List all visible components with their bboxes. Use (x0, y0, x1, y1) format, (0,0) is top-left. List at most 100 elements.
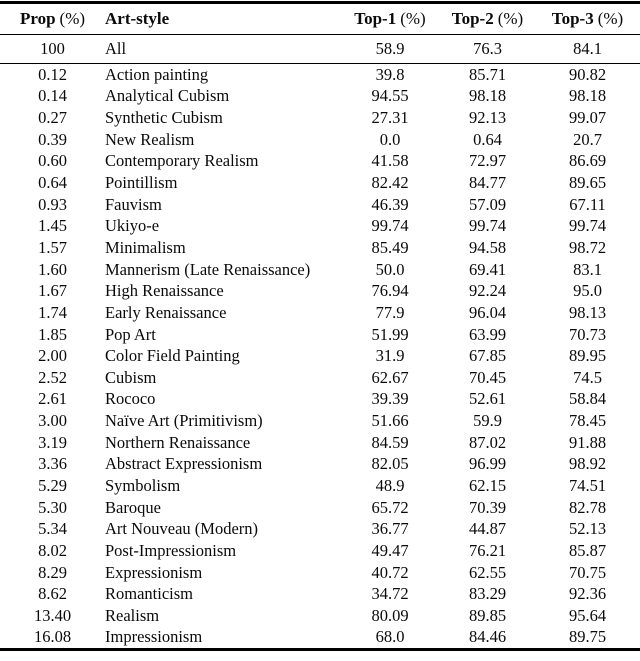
cell-art-style: Expressionism (105, 562, 203, 582)
table-summary-row: 100 All 58.9 76.3 84.1 (0, 34, 640, 64)
table-row: 0.14 Analytical Cubism 94.55 98.18 98.18 (0, 86, 640, 108)
cell-prop: 0.60 (38, 151, 67, 171)
cell-top3: 70.75 (568, 562, 607, 582)
cell-art-style: Post-Impressionism (105, 540, 237, 560)
table-row: 5.29 Symbolism 48.9 62.15 74.51 (0, 475, 640, 497)
cell-top3: 82.78 (568, 497, 607, 517)
cell-art-style: Contemporary Realism (105, 151, 259, 171)
cell-top1: 31.9 (375, 346, 405, 366)
cell-top2: 85.71 (468, 64, 507, 84)
cell-art-style: Symbolism (105, 475, 181, 495)
cell-top3: 86.69 (568, 151, 607, 171)
cell-top3: 98.92 (568, 454, 607, 474)
cell-art-style: Pointillism (105, 173, 178, 193)
cell-prop: 0.27 (38, 108, 67, 128)
cell-art-style: New Realism (105, 129, 195, 149)
cell-top3: 20.7 (573, 129, 602, 149)
header-top2: Top-2 (%) (440, 2, 535, 35)
cell-top3: 89.75 (568, 627, 607, 647)
cell-art-style: Romanticism (105, 584, 193, 604)
cell-top1: 80.09 (371, 605, 409, 625)
cell-prop: 5.30 (38, 497, 67, 517)
cell-art-style: Action painting (105, 64, 209, 84)
header-label: Top-3 (551, 9, 594, 28)
cell-prop: 1.57 (38, 237, 67, 257)
cell-art-style: Synthetic Cubism (105, 108, 223, 128)
cell-prop: 1.85 (38, 324, 67, 344)
cell-top1: 76.94 (371, 281, 409, 301)
cell-top2: 52.61 (468, 389, 507, 409)
cell-prop: 8.29 (38, 562, 67, 582)
cell-top1: 48.9 (375, 475, 405, 495)
cell-top3: 91.88 (568, 432, 607, 452)
cell-top2: 94.58 (468, 237, 507, 257)
cell-top3: 98.72 (568, 237, 607, 257)
cell-top1: 85.49 (371, 237, 409, 257)
header-top1: Top-1 (%) (340, 2, 440, 35)
cell-top3: 95.0 (573, 281, 602, 301)
cell-prop: 0.64 (38, 173, 67, 193)
cell-top1: 94.55 (371, 86, 409, 106)
cell-art-style: High Renaissance (105, 281, 224, 301)
table-row: 2.52 Cubism 62.67 70.45 74.5 (0, 367, 640, 389)
cell-prop: 2.00 (38, 346, 67, 366)
cell-top3: 83.1 (573, 259, 602, 279)
cell-top3: 58.84 (568, 389, 607, 409)
table-header: Prop (%) Art-style Top-1 (%) Top-2 (%) Top-3 (%) (0, 2, 640, 35)
table-row: 8.62 Romanticism 34.72 83.29 92.36 (0, 583, 640, 605)
cell-top2: 57.09 (468, 194, 507, 214)
table-row: 5.34 Art Nouveau (Modern) 36.77 44.87 52.13 (0, 518, 640, 540)
cell-prop: 5.29 (38, 475, 67, 495)
table-summary-section: 100 All 58.9 76.3 84.1 (0, 34, 640, 64)
cell-top1: 36.77 (371, 519, 409, 539)
table-row: 16.08 Impressionism 68.0 84.46 89.75 (0, 627, 640, 650)
cell-prop: 2.61 (38, 389, 67, 409)
cell-prop: 3.00 (38, 411, 67, 431)
cell-top2: 92.13 (468, 108, 507, 128)
cell-top3: 78.45 (568, 411, 607, 431)
table-body-section: 0.12 Action painting 39.8 85.71 90.82 0.14 Ana… (0, 64, 640, 650)
cell-top2: 89.85 (468, 605, 507, 625)
cell-top2: 96.99 (468, 454, 507, 474)
table-row: 3.00 Naïve Art (Primitivism) 51.66 59.9 78.4… (0, 410, 640, 432)
cell-top2: 59.9 (473, 411, 502, 431)
header-label: Top-1 (354, 9, 397, 28)
cell-prop: 0.12 (38, 64, 67, 84)
cell-prop: 16.08 (33, 627, 72, 647)
cell-top1: 50.0 (375, 259, 405, 279)
cell-top2: 44.87 (468, 519, 507, 539)
cell-top2: 72.97 (468, 151, 507, 171)
cell-top1: 51.66 (371, 411, 409, 431)
cell-art-style: Minimalism (105, 237, 186, 257)
cell-art-style: Naïve Art (Primitivism) (105, 411, 263, 431)
cell-top2: 63.99 (468, 324, 507, 344)
cell-top2: 99.74 (468, 216, 507, 236)
cell-top3: 74.51 (568, 475, 607, 495)
cell-top1: 58.9 (340, 34, 440, 64)
cell-prop: 0.93 (38, 194, 67, 214)
header-label: Prop (19, 9, 56, 28)
cell-top3: 85.87 (568, 540, 607, 560)
cell-top2: 67.85 (468, 346, 507, 366)
cell-prop: 8.62 (38, 584, 67, 604)
cell-art-style: Pop Art (105, 324, 156, 344)
cell-top1: 39.8 (375, 64, 405, 84)
header-art-style: Art-style (105, 2, 340, 35)
table-row: 3.36 Abstract Expressionism 82.05 96.99 98.9… (0, 454, 640, 476)
table-row: 3.19 Northern Renaissance 84.59 87.02 91.88 (0, 432, 640, 454)
cell-top2: 70.39 (468, 497, 507, 517)
cell-top3: 89.95 (568, 346, 607, 366)
cell-art-style: Fauvism (105, 194, 162, 214)
table-row: 1.57 Minimalism 85.49 94.58 98.72 (0, 237, 640, 259)
cell-art-style: Cubism (105, 367, 157, 387)
cell-top3: 92.36 (568, 584, 607, 604)
header-unit: (%) (597, 9, 624, 28)
header-unit: (%) (497, 9, 524, 28)
table-row: 1.85 Pop Art 51.99 63.99 70.73 (0, 324, 640, 346)
cell-art-style: Color Field Painting (105, 346, 240, 366)
header-unit: (%) (59, 9, 86, 28)
cell-prop: 3.36 (38, 454, 67, 474)
cell-top1: 62.67 (371, 367, 409, 387)
table-row: 5.30 Baroque 65.72 70.39 82.78 (0, 497, 640, 519)
